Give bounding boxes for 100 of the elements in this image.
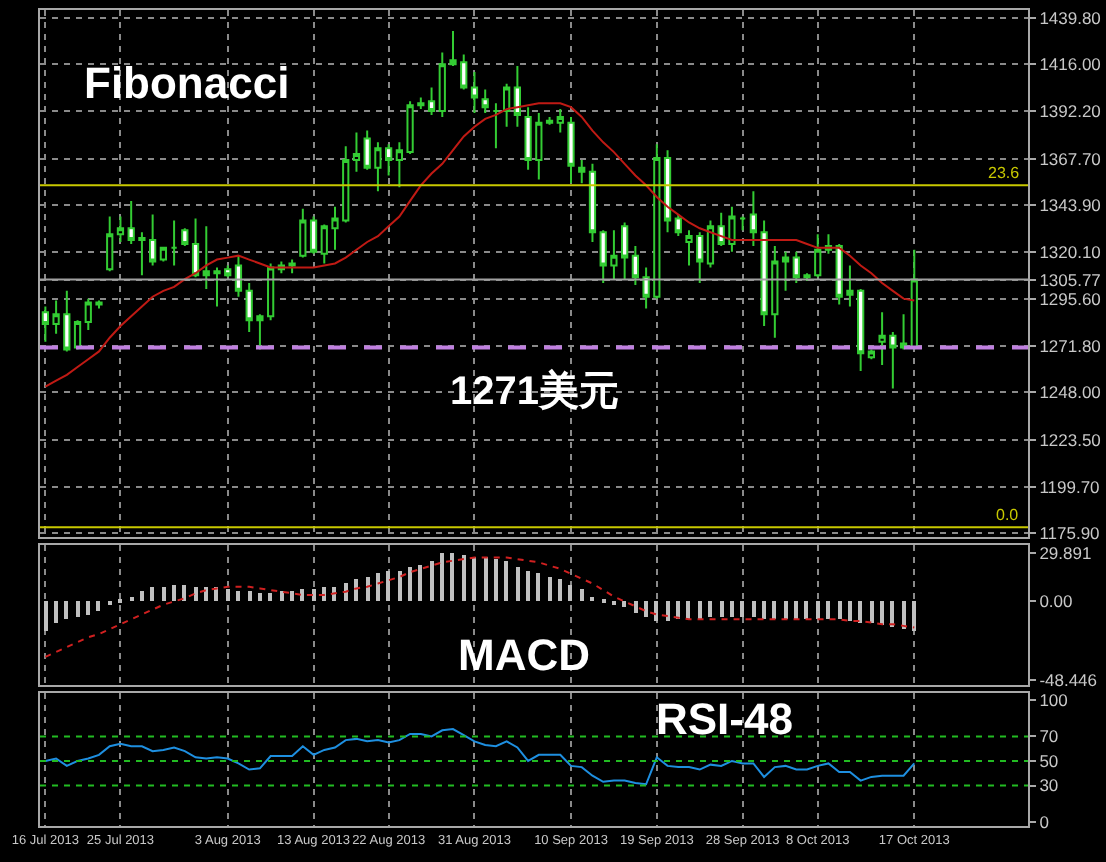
bar	[816, 601, 820, 620]
bar	[536, 573, 540, 602]
y-tick-label: 1223.50	[1039, 430, 1102, 451]
y-tick-label: 1367.70	[1039, 148, 1102, 169]
candlestick	[706, 219, 715, 269]
bar	[140, 591, 144, 602]
bar	[484, 557, 488, 602]
bar	[858, 601, 862, 624]
annotation: Fibonacci	[84, 58, 290, 108]
y-tick-label: 0	[1039, 812, 1050, 833]
bar	[526, 571, 530, 602]
candlestick	[513, 65, 521, 128]
bar	[516, 567, 520, 602]
y-tick-label: 0.00	[1039, 591, 1074, 612]
annotation: 0.0	[996, 506, 1020, 524]
bar	[376, 573, 380, 602]
candlestick	[309, 215, 318, 255]
candlestick	[492, 102, 500, 150]
y-tick-label: 30	[1039, 775, 1059, 796]
bar	[280, 591, 284, 602]
bar	[268, 593, 272, 602]
bar	[666, 601, 670, 622]
bar	[150, 587, 154, 602]
candlestick	[427, 86, 436, 116]
y-tick-label: 50	[1039, 750, 1059, 771]
y-tick-label: 1305.77	[1039, 269, 1102, 290]
bar	[504, 561, 508, 602]
candlestick	[106, 215, 114, 273]
bar	[720, 601, 724, 618]
bar	[366, 577, 370, 602]
bar	[568, 585, 572, 602]
bar	[44, 601, 48, 632]
bar	[698, 601, 702, 620]
bar	[548, 577, 552, 602]
y-tick-label: 1295.60	[1039, 289, 1102, 310]
candlestick	[781, 250, 790, 292]
y-tick-label: 29.891	[1039, 542, 1092, 563]
candlestick	[663, 149, 672, 234]
bar	[804, 601, 808, 620]
bar	[848, 601, 852, 622]
bar	[890, 601, 894, 628]
annotation: 23.6	[988, 164, 1021, 182]
bar	[772, 601, 776, 620]
candlestick	[588, 162, 597, 243]
bar	[182, 585, 186, 602]
bar	[162, 587, 166, 602]
y-tick-label: 1175.90	[1039, 523, 1101, 544]
y-tick-label: 1416.00	[1039, 54, 1102, 75]
candlestick	[191, 217, 200, 279]
candlestick	[299, 207, 307, 259]
candlestick	[674, 213, 682, 238]
candlestick	[159, 246, 167, 263]
candlestick	[545, 115, 554, 126]
bar	[686, 601, 690, 620]
y-tick-label: 1343.90	[1039, 195, 1102, 216]
bar	[398, 571, 402, 602]
bar	[622, 601, 626, 608]
bar	[784, 601, 788, 620]
bar	[794, 601, 798, 620]
bar	[408, 567, 412, 602]
bar	[730, 601, 734, 618]
bar	[472, 557, 476, 602]
bar	[226, 589, 230, 602]
bar	[880, 601, 884, 626]
y-tick-label: 100	[1039, 689, 1069, 710]
bar	[54, 601, 58, 624]
bar	[248, 591, 252, 602]
bar	[312, 589, 316, 602]
candlestick	[867, 348, 875, 361]
candlestick	[503, 82, 511, 128]
y-tick-label: 1199.70	[1039, 476, 1101, 497]
bar	[644, 601, 648, 618]
candlestick	[170, 219, 178, 267]
bar	[740, 601, 744, 618]
bar	[204, 587, 208, 602]
bar	[430, 561, 434, 602]
bar	[494, 559, 498, 602]
bar	[258, 593, 262, 602]
bar	[838, 601, 842, 620]
y-tick-label: 1439.80	[1039, 7, 1102, 28]
bar	[450, 553, 454, 602]
bar	[902, 601, 906, 630]
candlestick	[352, 131, 361, 173]
bar	[752, 601, 756, 618]
bar	[654, 601, 658, 622]
bar	[194, 587, 198, 602]
candlestick	[899, 313, 908, 351]
y-tick-label: 1248.00	[1039, 382, 1102, 403]
candlestick	[470, 70, 479, 115]
candlestick	[116, 215, 125, 243]
y-tick-label: 1320.10	[1039, 241, 1102, 262]
bar	[386, 571, 390, 602]
candlestick	[739, 215, 747, 232]
y-tick-label: -48.446	[1039, 670, 1098, 691]
candlestick	[578, 158, 586, 185]
annotation: 1271美元	[450, 368, 619, 414]
bar	[580, 589, 584, 602]
bar	[870, 601, 874, 624]
bar	[634, 601, 638, 614]
bar	[440, 553, 444, 602]
